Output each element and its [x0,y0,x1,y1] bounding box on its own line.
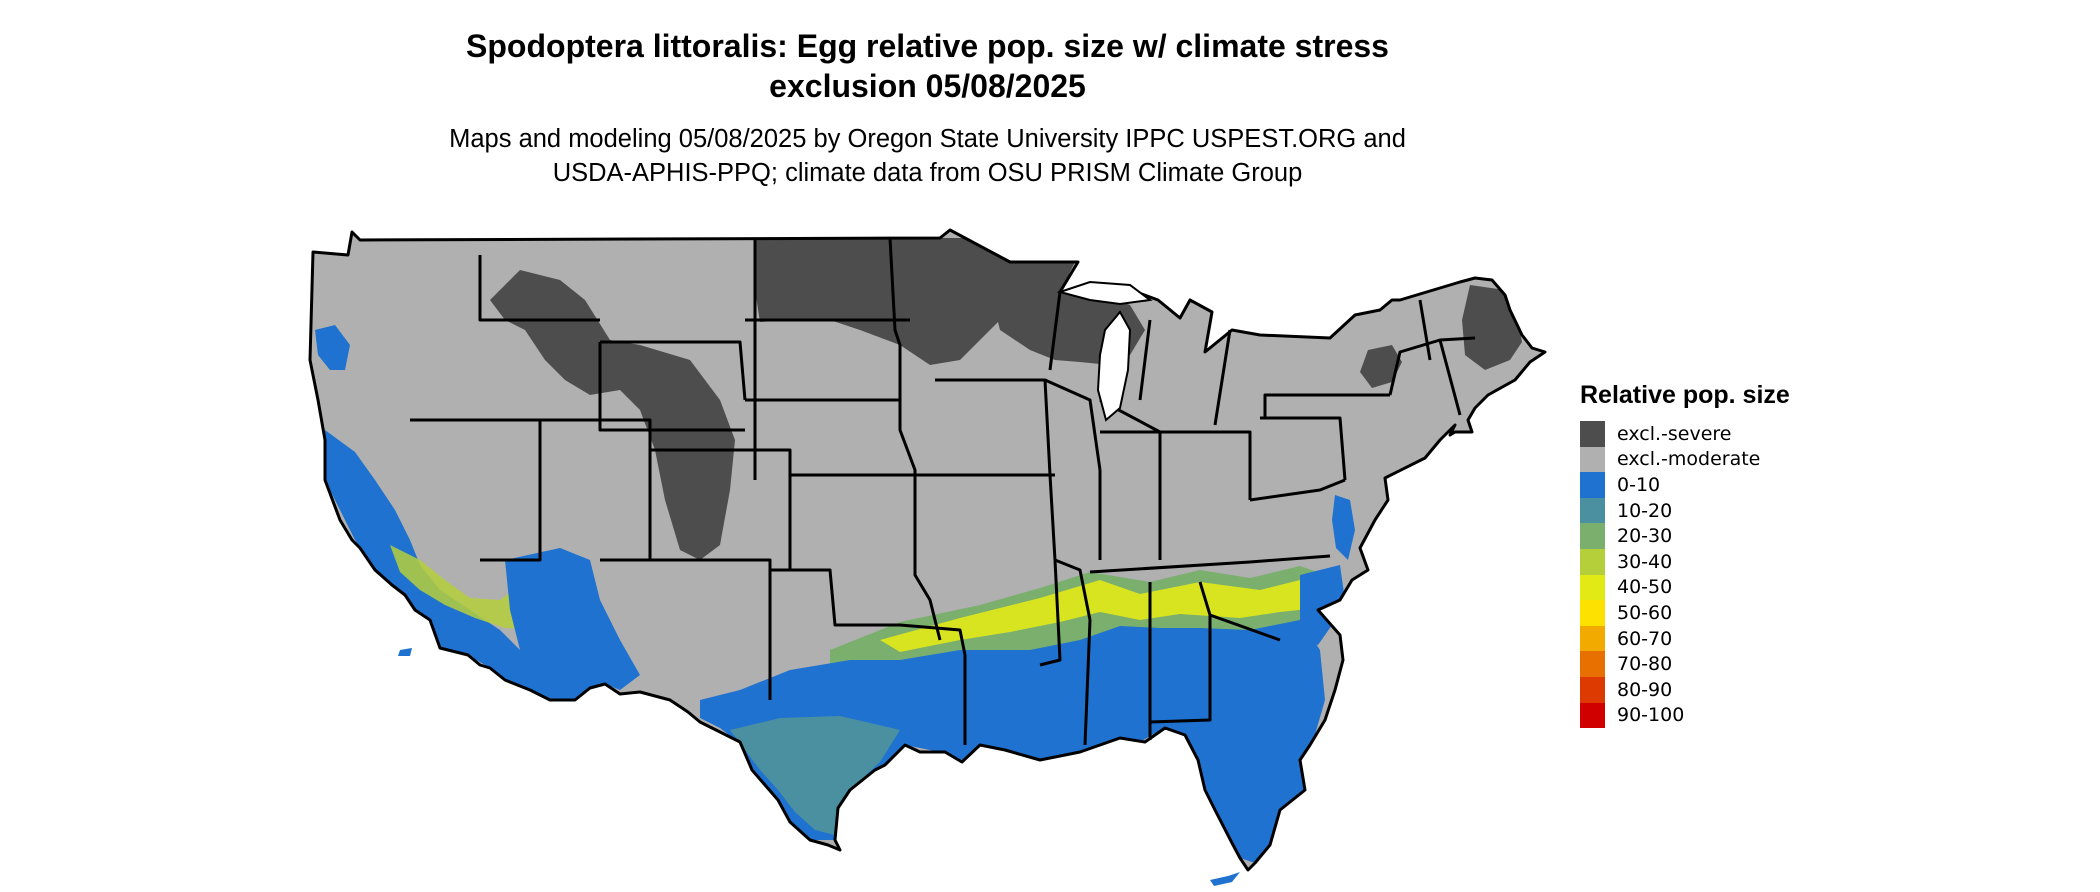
range-0-10-mid-atlantic [1332,495,1355,560]
legend-label: 60-70 [1617,627,1673,650]
legend-swatch [1580,676,1605,703]
excl-severe-northern-plains [755,238,1075,365]
legend-item: 70-80 [1580,651,1880,677]
map-title: Spodoptera littoralis: Egg relative pop.… [300,26,1555,106]
legend-label: excl.-severe [1617,422,1732,445]
legend-swatch [1580,548,1605,575]
legend-item: 10-20 [1580,497,1880,524]
legend-item: 20-30 [1580,523,1880,549]
legend-swatch [1580,446,1605,473]
legend-item: excl.-severe [1580,421,1880,447]
legend-item: 40-50 [1580,574,1880,601]
us-map [308,228,1547,886]
legend: Relative pop. size excl.-severe excl.-mod… [1580,379,1880,729]
map-subtitle: Maps and modeling 05/08/2025 by Oregon S… [300,122,1555,190]
legend-label: 50-60 [1617,601,1673,624]
legend-swatch [1580,702,1605,729]
legend-label: excl.-moderate [1617,448,1761,471]
legend-swatch [1580,651,1605,677]
legend-swatch [1580,472,1605,498]
coastal-islands [398,648,1240,886]
legend-swatch [1580,523,1605,549]
map-subtitle-line-1: Maps and modeling 05/08/2025 by Oregon S… [449,125,1406,153]
excl-severe-rockies [490,270,735,560]
legend-item: 80-90 [1580,676,1880,703]
legend-label: 70-80 [1617,653,1673,676]
legend-item: 50-60 [1580,600,1880,626]
legend-label: 80-90 [1617,678,1673,701]
legend-title: Relative pop. size [1580,381,1790,409]
legend-swatch [1580,625,1605,652]
range-0-10-southeast-coast [1300,565,1345,645]
lake-superior-edge [1056,280,1153,306]
legend-item: 0-10 [1580,472,1880,498]
legend-label: 10-20 [1617,499,1673,522]
legend-item: excl.-moderate [1580,446,1880,473]
legend-swatch [1580,497,1605,524]
legend-label: 90-100 [1617,704,1685,727]
legend-label: 20-30 [1617,525,1673,548]
legend-label: 0-10 [1617,473,1661,496]
legend-swatch [1580,600,1605,626]
suitability-yellow-speckle [880,580,1330,652]
range-0-10-arizona [505,548,640,700]
map-subtitle-line-2: USDA-APHIS-PPQ; climate data from OSU PR… [552,159,1303,187]
legend-label: 40-50 [1617,576,1673,599]
channel-islands [398,648,412,656]
legend-item: 30-40 [1580,548,1880,575]
legend-items: excl.-severe excl.-moderate 0-10 10-20 20-30… [1580,421,1880,729]
legend-swatch [1580,574,1605,601]
excl-severe-adirondacks [1360,345,1402,388]
florida-keys [1210,872,1240,886]
range-0-10-south [700,620,1325,863]
range-10-20-gulf [730,716,900,835]
map-title-line-2: exclusion 05/08/2025 [769,68,1086,104]
map-title-line-1: Spodoptera littoralis: Egg relative pop.… [466,28,1389,64]
range-0-10-pacific-nw [315,325,350,370]
lake-michigan [1096,310,1132,422]
legend-item: 90-100 [1580,702,1880,729]
legend-item: 60-70 [1580,625,1880,652]
legend-swatch [1580,421,1605,447]
great-lakes [1056,280,1153,422]
state-boundaries [308,228,1547,872]
legend-label: 30-40 [1617,550,1673,573]
excl-severe-new-england [1462,285,1522,370]
